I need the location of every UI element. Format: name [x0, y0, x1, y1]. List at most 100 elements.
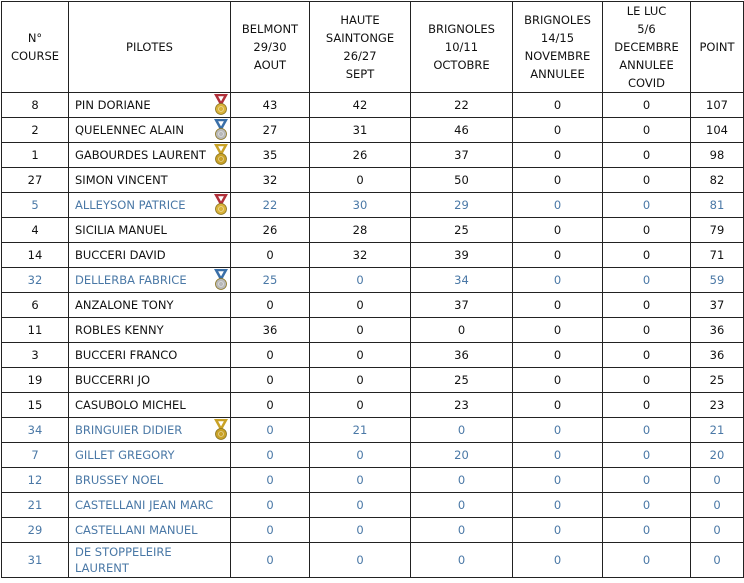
- pilot-name: CASUBOLO MICHEL: [68, 392, 231, 418]
- cell: 25: [410, 217, 513, 243]
- header-line: BELMONT: [241, 22, 299, 36]
- cell-text: 0: [266, 473, 274, 487]
- cell-text: 36: [709, 323, 725, 337]
- header-line: DECEMBRE: [614, 40, 679, 54]
- cell-text: 81: [709, 198, 725, 212]
- cell-text: 0: [553, 173, 562, 187]
- cell: 0: [230, 342, 310, 368]
- cell: 8: [1, 92, 69, 118]
- cell-text: 0: [457, 498, 466, 512]
- cell-text: CASTELLANI MANUEL: [75, 523, 198, 537]
- cell-text: ALLEYSON PATRICE: [75, 198, 186, 212]
- header-line: 5/6: [637, 22, 656, 36]
- cell-text: 32: [352, 248, 368, 262]
- cell: 32: [230, 167, 310, 193]
- cell: 0: [309, 367, 411, 393]
- header-cell: BRIGNOLES 10/11 OCTOBRE: [410, 1, 513, 93]
- cell: 0: [602, 217, 691, 243]
- cell: 0: [230, 242, 310, 268]
- cell: 37: [410, 292, 513, 318]
- cell-text: 0: [553, 373, 562, 387]
- table-row: 15 CASUBOLO MICHEL 0 0 23 0 0 23: [1, 392, 744, 418]
- cell: 0: [410, 467, 513, 493]
- cell: 0: [512, 542, 603, 578]
- cell-text: SICILIA MANUEL: [75, 223, 167, 237]
- cell: 81: [690, 192, 744, 218]
- cell: 35: [230, 142, 310, 168]
- cell: 0: [410, 317, 513, 343]
- cell: 0: [230, 492, 310, 518]
- cell-text: PIN DORIANE: [75, 98, 151, 112]
- cell: 0: [309, 267, 411, 293]
- cell-text: 0: [713, 473, 721, 487]
- cell: 30: [309, 192, 411, 218]
- cell-text: 0: [642, 173, 651, 187]
- cell: 0: [602, 317, 691, 343]
- cell-text: BUCCERRI JO: [75, 373, 151, 387]
- cell-text: 0: [356, 398, 364, 412]
- cell: 36: [230, 317, 310, 343]
- cell-text: 5: [31, 198, 39, 212]
- cell-text: QUELENNEC ALAIN: [75, 123, 184, 137]
- medal-icon: [213, 93, 229, 120]
- cell: 0: [690, 517, 744, 543]
- cell: 0: [309, 467, 411, 493]
- cell-text: 0: [553, 273, 562, 287]
- cell: 36: [690, 317, 744, 343]
- cell: 0: [512, 267, 603, 293]
- pilot-name: DE STOPPELEIRE LAURENT: [68, 542, 231, 578]
- header-line: COURSE: [10, 49, 60, 63]
- cell: 0: [512, 392, 603, 418]
- cell: 0: [230, 442, 310, 468]
- cell-text: 37: [454, 148, 469, 162]
- cell: 4: [1, 217, 69, 243]
- cell-text: 39: [454, 248, 469, 262]
- cell-text: DE STOPPELEIRE LAURENT: [75, 545, 172, 575]
- cell: 0: [512, 292, 603, 318]
- cell: 0: [690, 492, 744, 518]
- cell: 0: [602, 267, 691, 293]
- cell: 19: [1, 367, 69, 393]
- cell: 0: [512, 167, 603, 193]
- cell-text: DELLERBA FABRICE: [75, 273, 187, 287]
- cell: 0: [512, 517, 603, 543]
- cell: 0: [230, 417, 310, 443]
- header-line: LE LUC: [626, 4, 667, 18]
- cell-text: 0: [356, 498, 364, 512]
- cell-text: 25: [709, 373, 725, 387]
- table-row: 7 GILLET GREGORY 0 0 20 0 0 20: [1, 442, 744, 468]
- pilot-name: QUELENNEC ALAIN: [68, 117, 231, 143]
- cell-text: BRINGUIER DIDIER: [75, 423, 183, 437]
- cell-text: 21: [709, 423, 725, 437]
- pilot-name: BUCCERRI JO: [68, 367, 231, 393]
- cell-text: 0: [266, 498, 274, 512]
- cell-text: 0: [266, 398, 274, 412]
- cell: 29: [1, 517, 69, 543]
- cell: 0: [230, 392, 310, 418]
- header-line: ANNULEE: [530, 67, 585, 81]
- header-line: BRIGNOLES: [428, 22, 495, 36]
- header-cell: POINT: [690, 1, 744, 93]
- cell: 0: [602, 392, 691, 418]
- cell-text: GILLET GREGORY: [75, 448, 175, 462]
- medal-icon: [213, 143, 229, 170]
- cell-text: 32: [27, 273, 43, 287]
- cell-text: 0: [356, 173, 364, 187]
- header-cell: BRIGNOLES 14/15 NOVEMBRE ANNULEE: [512, 1, 603, 93]
- cell: 0: [602, 117, 691, 143]
- pilot-name: SICILIA MANUEL: [68, 217, 231, 243]
- cell-text: CASTELLANI JEAN MARC: [75, 498, 214, 512]
- cell-text: 8: [31, 98, 39, 112]
- header-line: N°: [27, 31, 43, 45]
- cell-text: ANZALONE TONY: [75, 298, 174, 312]
- cell: 23: [690, 392, 744, 418]
- cell: 11: [1, 317, 69, 343]
- cell-text: 30: [352, 198, 368, 212]
- cell-text: 0: [266, 373, 274, 387]
- cell-text: ROBLES KENNY: [75, 323, 164, 337]
- cell: 21: [690, 417, 744, 443]
- header-line: HAUTE: [340, 13, 380, 27]
- cell-text: 0: [642, 198, 651, 212]
- cell: 0: [690, 542, 744, 578]
- cell: 31: [1, 542, 69, 578]
